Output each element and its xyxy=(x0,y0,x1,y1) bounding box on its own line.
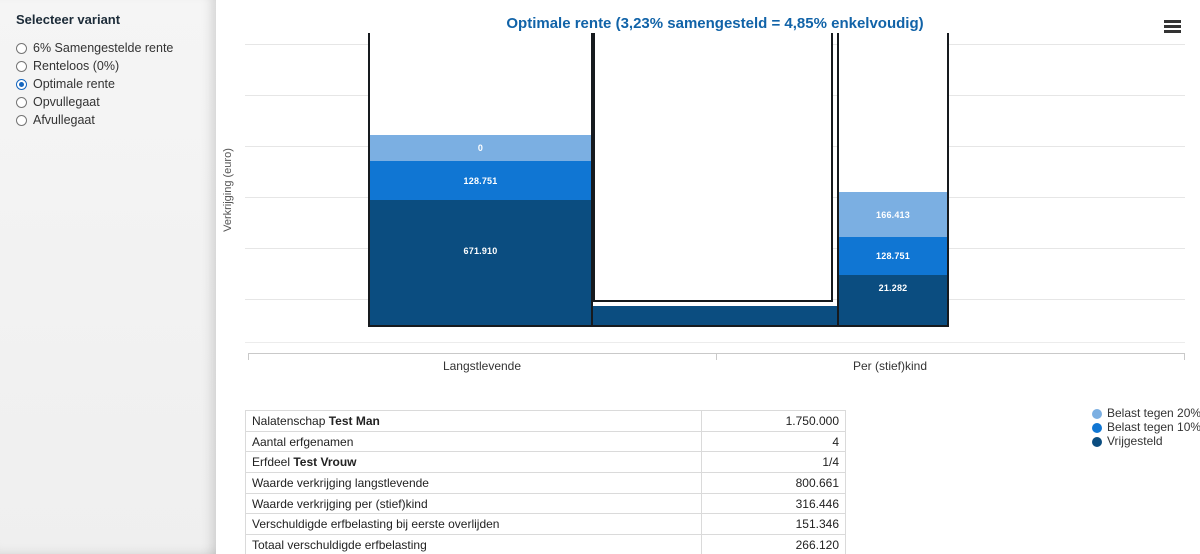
x-axis-tick xyxy=(716,353,717,360)
table-value: 151.346 xyxy=(701,513,846,536)
table-row: Totaal verschuldigde erfbelasting 266.120 xyxy=(245,534,846,554)
bar-segment xyxy=(370,200,591,325)
variant-radio-option[interactable]: Opvullegaat xyxy=(16,96,202,108)
bar-value-label: 0 xyxy=(477,143,484,153)
bar-value-label: 128.751 xyxy=(463,175,498,186)
sidebar-title: Selecteer variant xyxy=(16,12,121,27)
table-label: Totaal verschuldigde erfbelasting xyxy=(245,534,702,554)
table-label: Verschuldigde erfbelasting bij eerste ov… xyxy=(245,513,702,536)
radio-icon xyxy=(16,78,27,90)
legend-label: Belast tegen 10% xyxy=(1107,420,1200,434)
legend-item[interactable]: Belast tegen 10% xyxy=(1092,420,1200,434)
variant-option-label: Optimale rente xyxy=(33,77,115,91)
bar-reference-outline xyxy=(593,33,833,302)
bar-value-label: 166.413 xyxy=(876,209,910,220)
legend-item[interactable]: Belast tegen 20% xyxy=(1092,406,1200,420)
table-label: Nalatenschap Test Man xyxy=(245,410,702,432)
hamburger-icon xyxy=(1164,20,1181,23)
x-axis-label: Per (stief)kind xyxy=(852,359,928,373)
x-axis-tick xyxy=(248,353,249,360)
table-value: 1/4 xyxy=(701,451,846,474)
bar-segment xyxy=(370,135,591,161)
summary-table: Nalatenschap Test Man 1.750.000 Aantal erf… xyxy=(245,410,846,554)
table-label-name: Test Man xyxy=(328,413,380,428)
variant-radio-option[interactable]: 6% Samengestelde rente xyxy=(16,42,202,54)
table-label-text: Waarde verkrijging per (stief)kind xyxy=(252,496,428,511)
x-axis-tick xyxy=(1184,353,1185,360)
y-axis-label: Verkrijging (euro) xyxy=(222,148,234,232)
bar-segment xyxy=(839,275,947,325)
variant-option-label: Opvullegaat xyxy=(33,95,100,109)
table-value: 316.446 xyxy=(701,492,846,515)
table-label: Erfdeel Test Vrouw xyxy=(245,451,702,474)
table-label-text: Nalatenschap xyxy=(252,413,329,428)
table-value: 1.750.000 xyxy=(701,410,846,432)
legend-dot-icon xyxy=(1092,408,1102,419)
radio-icon xyxy=(16,60,27,72)
table-row: Waarde verkrijging langstlevende 800.661 xyxy=(245,472,846,494)
bar-per-stiefkind: 166.413 128.751 21.282 xyxy=(837,33,949,327)
chart-title: Optimale rente (3,23% samengesteld = 4,8… xyxy=(506,15,924,32)
table-value: 266.120 xyxy=(701,534,846,554)
table-label-name: Test Vrouw xyxy=(293,455,357,470)
variant-radio-group: 6% Samengestelde rente Renteloos (0%) Opti… xyxy=(14,42,202,126)
table-label-text: Totaal verschuldigde erfbelasting xyxy=(252,537,427,552)
table-row: Nalatenschap Test Man 1.750.000 xyxy=(245,410,846,432)
legend-label: Belast tegen 20% xyxy=(1107,406,1200,420)
radio-icon xyxy=(16,42,27,54)
legend-dot-icon xyxy=(1092,436,1102,447)
table-label-text: Waarde verkrijging langstlevende xyxy=(252,475,429,490)
table-label: Waarde verkrijging langstlevende xyxy=(245,472,702,494)
variant-option-label: 6% Samengestelde rente xyxy=(33,41,174,55)
bar-langstlevende: 0 128.751 671.910 xyxy=(368,33,593,327)
variant-radio-option[interactable]: Optimale rente xyxy=(16,78,202,90)
radio-icon xyxy=(16,96,27,108)
table-label-text: Erfdeel xyxy=(252,455,294,470)
x-axis-label: Langstlevende xyxy=(442,359,522,373)
plot-area: 0 128.751 671.910 166.413 128.751 21.282 xyxy=(245,33,1185,327)
legend-label: Vrijgesteld xyxy=(1107,434,1163,448)
variant-radio-option[interactable]: Renteloos (0%) xyxy=(16,60,202,72)
bar-segment xyxy=(370,161,591,200)
variant-option-label: Afvullegaat xyxy=(33,113,95,127)
bar-value-label: 21.282 xyxy=(878,283,908,293)
chart-menu-button[interactable] xyxy=(1164,20,1181,33)
bar-segment xyxy=(839,237,947,275)
variant-option-label: Renteloos (0%) xyxy=(33,59,120,73)
table-row: Erfdeel Test Vrouw 1/4 xyxy=(245,451,846,474)
legend-item[interactable]: Vrijgesteld xyxy=(1092,434,1200,448)
table-label-text: Verschuldigde erfbelasting bij eerste ov… xyxy=(252,517,500,532)
table-label: Waarde verkrijging per (stief)kind xyxy=(245,492,702,515)
table-row: Aantal erfgenamen 4 xyxy=(245,430,846,453)
variant-sidebar: Selecteer variant 6% Samengestelde rente… xyxy=(0,0,216,554)
bar-value-label: 128.751 xyxy=(876,251,910,261)
variant-radio-option[interactable]: Afvullegaat xyxy=(16,114,202,126)
table-label-text: Aantal erfgenamen xyxy=(252,434,354,449)
bar-value-label: 671.910 xyxy=(463,246,498,256)
bar-segment xyxy=(839,192,947,237)
table-value: 4 xyxy=(701,430,846,453)
table-row: Verschuldigde erfbelasting bij eerste ov… xyxy=(245,513,846,536)
x-axis-border xyxy=(245,342,1185,343)
legend-dot-icon xyxy=(1092,422,1102,433)
table-label: Aantal erfgenamen xyxy=(245,430,702,453)
x-axis: Langstlevende Per (stief)kind xyxy=(245,342,1185,378)
radio-icon xyxy=(16,114,27,126)
chart-legend: Belast tegen 20% Belast tegen 10% Vrijgest… xyxy=(1092,406,1200,450)
table-value: 800.661 xyxy=(701,472,846,494)
table-row: Waarde verkrijging per (stief)kind 316.44… xyxy=(245,492,846,515)
